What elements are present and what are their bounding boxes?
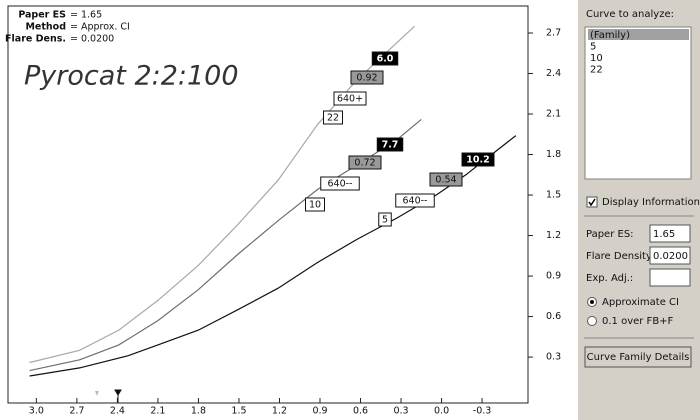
x-tick-label: 1.2 <box>272 406 287 417</box>
y-tick-label: 0.6 <box>546 311 561 322</box>
label-box <box>333 91 367 106</box>
input-value: 0.0200 <box>653 251 688 262</box>
y-tick-label: 0.3 <box>546 352 561 363</box>
list-item[interactable]: 22 <box>590 65 603 76</box>
x-tick-label: 2.4 <box>110 406 125 417</box>
marker <box>95 391 99 396</box>
label-box <box>378 212 392 227</box>
info-label: Flare Dens. <box>5 34 66 45</box>
radio-label: Approximate CI <box>602 297 679 308</box>
info-value: = 1.65 <box>70 10 102 21</box>
info-value: = 0.0200 <box>70 34 114 45</box>
y-tick-label: 1.5 <box>546 190 561 201</box>
x-tick-label: 0.6 <box>353 406 368 417</box>
text-input[interactable] <box>649 246 691 265</box>
field-label: Paper ES: <box>586 229 634 240</box>
check-mark <box>588 198 596 207</box>
checkbox-label: Display Information <box>602 197 700 208</box>
marker <box>114 389 122 403</box>
y-tick-label: 1.2 <box>546 230 561 241</box>
y-tick-label: 0.9 <box>546 271 561 282</box>
label-box <box>350 70 384 85</box>
chart-pane <box>0 0 578 420</box>
details-button[interactable] <box>584 346 692 368</box>
y-tick-label: 2.1 <box>546 109 561 120</box>
x-tick-label: -0.3 <box>473 406 492 417</box>
curve-label: 10.2 <box>466 155 489 166</box>
label-box <box>348 155 382 170</box>
x-tick-label: 3.0 <box>29 406 44 417</box>
info-value: = Approx. CI <box>70 22 130 33</box>
radio[interactable] <box>587 316 597 326</box>
label-box <box>461 152 495 167</box>
x-tick-label: 1.8 <box>191 406 206 417</box>
label-box <box>429 172 463 187</box>
x-tick-label: 2.7 <box>69 406 84 417</box>
radio-dot <box>590 300 594 304</box>
curve-label: 640-- <box>328 179 353 190</box>
x-tick-label: 2.1 <box>150 406 165 417</box>
label-box <box>376 137 404 152</box>
text-input[interactable] <box>649 224 691 243</box>
label-box <box>371 51 399 66</box>
text-input[interactable] <box>649 268 691 287</box>
list-label: Curve to analyze: <box>586 9 674 20</box>
y-tick-label: 2.7 <box>546 28 561 39</box>
x-tick-label: 1.5 <box>231 406 246 417</box>
x-tick-label: 0.9 <box>312 406 327 417</box>
y-tick-label: 1.8 <box>546 149 561 160</box>
list-item[interactable]: 5 <box>590 42 596 53</box>
curve-label: 22 <box>327 113 339 124</box>
field-label: Flare Density: <box>586 251 655 262</box>
curve-label: 0.54 <box>435 175 456 186</box>
curve-label: 0.72 <box>354 158 375 169</box>
x-tick-label: 0.0 <box>434 406 449 417</box>
curve-label: 0.92 <box>356 73 377 84</box>
label-box <box>320 176 360 191</box>
info-label: Method <box>25 22 66 33</box>
info-label: Paper ES <box>18 10 66 21</box>
field-label: Exp. Adj.: <box>586 273 633 284</box>
input-value: 1.65 <box>653 229 675 240</box>
checkbox[interactable] <box>586 196 598 208</box>
curve-list[interactable] <box>584 26 692 180</box>
curve-label: 6.0 <box>377 54 394 65</box>
curve <box>29 135 517 377</box>
plot-frame <box>7 5 529 404</box>
radio-label: 0.1 over FB+F <box>602 316 674 327</box>
list-selection <box>588 29 689 40</box>
curve-label: 10 <box>309 200 321 211</box>
curve-label: 7.7 <box>382 140 399 151</box>
y-tick-label: 2.4 <box>546 68 561 79</box>
curve-label: 5 <box>382 215 388 226</box>
label-box <box>323 110 343 125</box>
list-item[interactable]: (Family) <box>590 30 630 41</box>
button-label: Curve Family Details <box>587 352 690 363</box>
curve-label: 640+ <box>337 94 363 105</box>
x-tick-label: 0.3 <box>393 406 408 417</box>
list-item[interactable]: 10 <box>590 53 603 64</box>
label-box <box>305 197 325 212</box>
curve-label: 640-- <box>403 196 428 207</box>
label-box <box>395 193 435 208</box>
chart-title: Pyrocat 2:2:100 <box>24 61 239 92</box>
